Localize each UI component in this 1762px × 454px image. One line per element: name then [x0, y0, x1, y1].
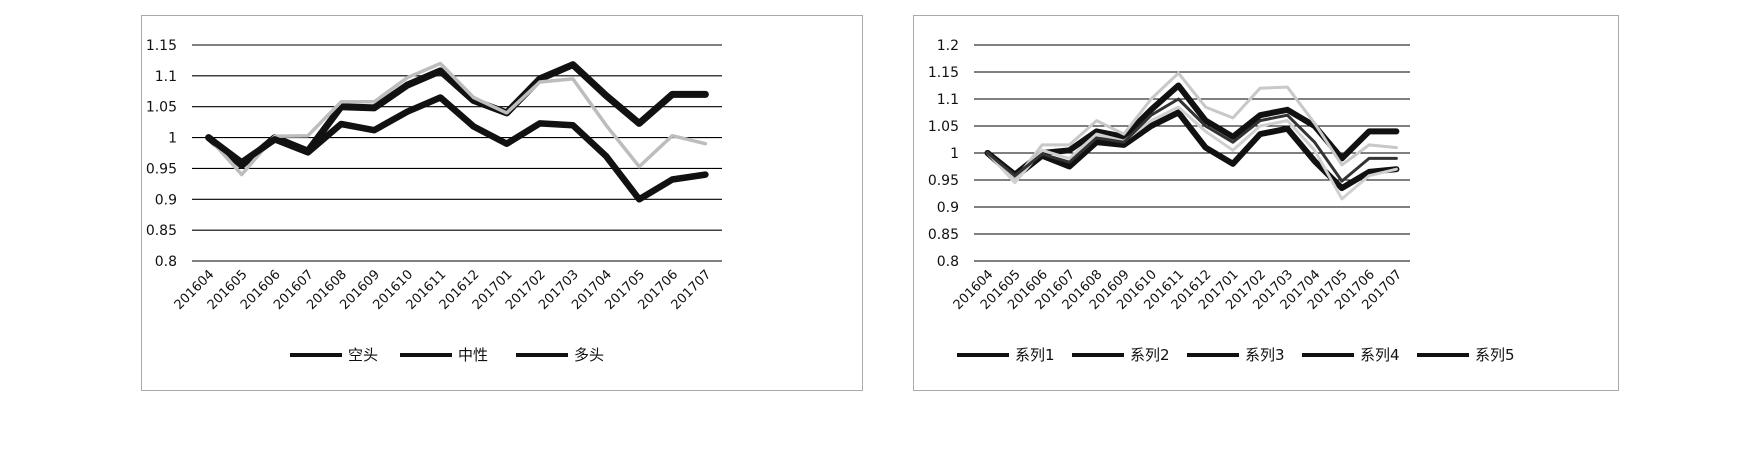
y-tick-label: 0.85: [146, 223, 177, 239]
legend-label-2: 系列2: [1130, 346, 1170, 364]
chart-left-svg: 0.80.850.90.9511.051.11.1520160420160520…: [146, 38, 722, 364]
legend-label-1: 空头: [348, 346, 378, 364]
y-tick-label: 0.8: [155, 254, 177, 270]
chart-panel-right: 0.8 0.85 0.9 0.95 1 1.05 1.1 1.15 1.2 201604 20160…: [913, 15, 1619, 391]
y-tick-label: 1.1: [155, 69, 177, 85]
chart-panel-left: 0.8 0.85 0.9 0.95 1 1.05 1.1 1.15 201604 201605 20…: [141, 15, 863, 391]
legend-label-3: 系列3: [1245, 346, 1285, 364]
y-tick-label: 1.2: [937, 38, 959, 54]
y-tick-label: 1.15: [928, 65, 959, 81]
series-line-3: [986, 71, 1398, 182]
legend-label-2: 中性: [458, 346, 488, 364]
chart-right-svg: 0.80.850.90.9511.051.11.151.220160420160…: [928, 38, 1515, 364]
series-line-4: [986, 105, 1398, 201]
y-tick-label: 1: [950, 146, 959, 162]
y-tick-label: 1: [168, 131, 177, 147]
series-line-3: [205, 94, 709, 203]
y-tick-label: 0.9: [937, 200, 959, 216]
legend-label-1: 系列1: [1015, 346, 1055, 364]
y-tick-label: 1.1: [937, 92, 959, 108]
y-tick-label: 0.8: [937, 254, 959, 270]
y-tick-label: 0.9: [155, 192, 177, 208]
series-line-5: [986, 97, 1398, 183]
series-line-2: [206, 61, 708, 177]
y-tick-label: 1.05: [928, 119, 959, 135]
y-tick-label: 1.05: [146, 100, 177, 116]
y-tick-label: 1.15: [146, 38, 177, 54]
y-tick-label: 0.85: [928, 227, 959, 243]
legend-label-3: 多头: [574, 346, 604, 364]
legend-label-4: 系列4: [1360, 346, 1400, 364]
y-tick-label: 0.95: [146, 161, 177, 177]
legend-label-5: 系列5: [1475, 346, 1515, 364]
y-tick-label: 0.95: [928, 173, 959, 189]
